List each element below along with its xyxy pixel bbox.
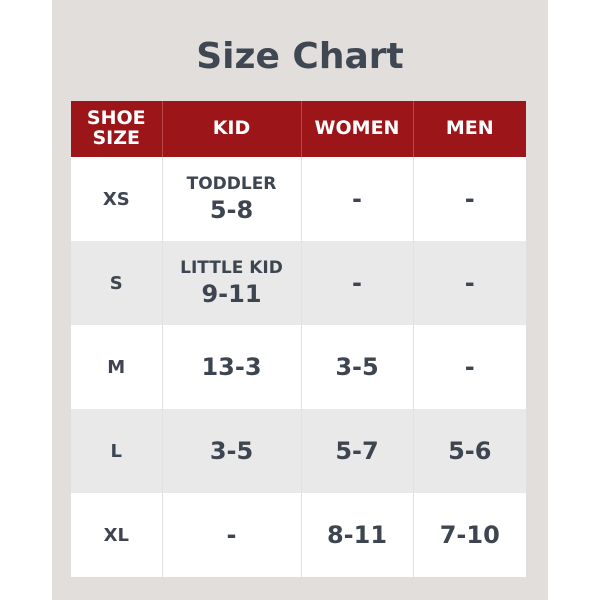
header-women: WOMEN: [301, 101, 414, 157]
kid-category-label: TODDLER: [186, 174, 277, 194]
shoe-size-cell-value: XS: [102, 188, 130, 210]
men-cell-value: 5-6: [448, 437, 492, 465]
women-cell: 8-11: [301, 493, 414, 577]
kid-cell: -: [162, 493, 302, 577]
header-men: MEN: [413, 101, 526, 157]
table-row: M 13-3 3-5 -: [71, 325, 526, 409]
table-row: L 3-5 5-7 5-6: [71, 409, 526, 493]
header-row: SHOE SIZE KID WOMEN MEN: [71, 101, 526, 157]
kid-cell: LITTLE KID 9-11: [162, 241, 302, 325]
women-cell: -: [301, 157, 414, 241]
men-cell-value: -: [464, 269, 475, 297]
men-cell: -: [413, 241, 526, 325]
shoe-size-cell-value: XL: [103, 524, 129, 546]
kid-category-label: LITTLE KID: [180, 258, 283, 278]
size-table: SHOE SIZE KID WOMEN MEN XS TODDLER 5-8 - - S L…: [71, 101, 526, 577]
men-cell: 7-10: [413, 493, 526, 577]
women-cell-value: 5-7: [335, 437, 379, 465]
page-title: Size Chart: [196, 36, 404, 77]
kid-cell: TODDLER 5-8: [162, 157, 302, 241]
header-shoe-size: SHOE SIZE: [71, 101, 163, 157]
shoe-size-cell-value: L: [110, 440, 122, 462]
men-cell-value: 7-10: [439, 521, 500, 549]
kid-cell-value: -: [226, 521, 237, 549]
kid-cell-value: 9-11: [201, 280, 262, 308]
kid-cell: 3-5: [162, 409, 302, 493]
women-cell-value: -: [352, 269, 362, 297]
men-cell-value: -: [464, 353, 475, 381]
kid-cell: 13-3: [162, 325, 302, 409]
table-row: XS TODDLER 5-8 - -: [71, 157, 526, 241]
men-cell: -: [413, 157, 526, 241]
kid-cell-value: 5-8: [209, 196, 254, 224]
shoe-size-cell: XS: [71, 157, 163, 241]
kid-cell-value: 3-5: [209, 437, 254, 465]
men-cell: 5-6: [413, 409, 526, 493]
shoe-size-cell-value: M: [107, 356, 126, 378]
shoe-size-cell: L: [71, 409, 163, 493]
women-cell-value: 3-5: [335, 353, 379, 381]
men-cell: -: [413, 325, 526, 409]
shoe-size-cell: S: [71, 241, 163, 325]
kid-cell-value: 13-3: [201, 353, 262, 381]
women-cell: 5-7: [301, 409, 414, 493]
women-cell-value: -: [352, 185, 362, 213]
shoe-size-cell-value: S: [109, 272, 123, 294]
women-cell: -: [301, 241, 414, 325]
women-cell-value: 8-11: [326, 521, 388, 549]
men-cell-value: -: [464, 185, 475, 213]
header-kid: KID: [162, 101, 302, 157]
table-row: XL - 8-11 7-10: [71, 493, 526, 577]
table-row: S LITTLE KID 9-11 - -: [71, 241, 526, 325]
shoe-size-cell: XL: [71, 493, 163, 577]
shoe-size-cell: M: [71, 325, 163, 409]
women-cell: 3-5: [301, 325, 414, 409]
